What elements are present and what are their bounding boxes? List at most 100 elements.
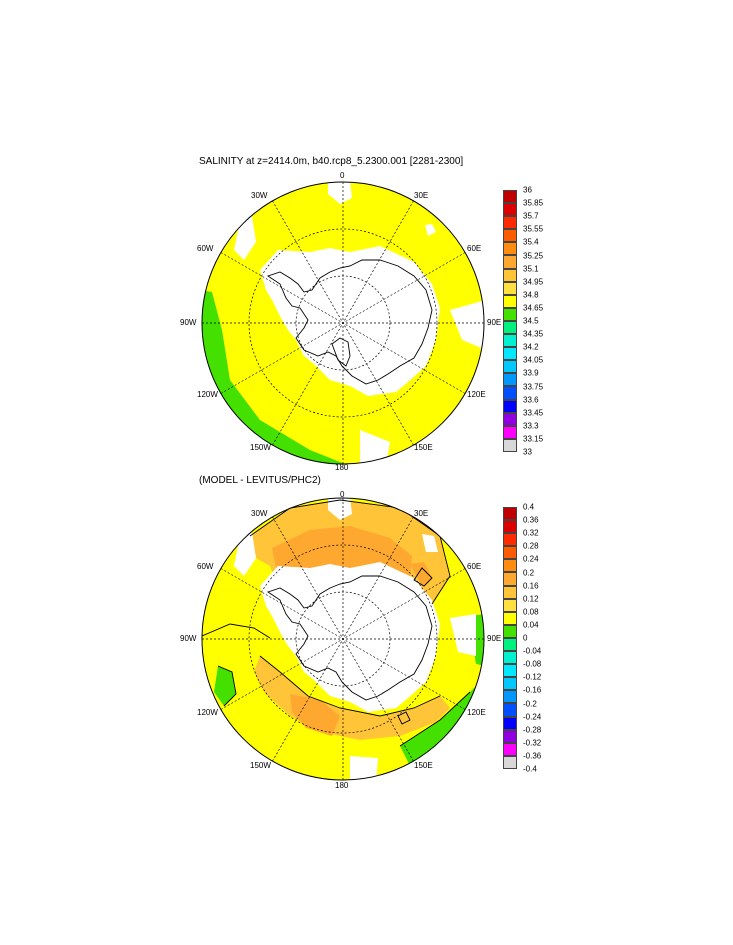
panel2-map <box>201 497 485 781</box>
coastline <box>266 575 433 701</box>
colorbar-tick-label: 0.16 <box>523 581 539 591</box>
colorbar-swatch <box>503 203 517 217</box>
colorbar-swatch <box>503 425 517 439</box>
colorbar-tick-label: -0.36 <box>523 751 542 761</box>
panel1-map <box>201 181 485 465</box>
colorbar-tick-label: 0.12 <box>523 594 539 604</box>
panel1-title: SALINITY at z=2414.0m, b40.rcp8_5.2300.0… <box>199 156 464 167</box>
lon-label-90w: 90W <box>180 318 197 327</box>
colorbar-swatch <box>503 690 517 704</box>
colorbar-swatch <box>503 412 517 426</box>
colorbar-tick-label: -0.32 <box>523 738 542 748</box>
lon-label-60w: 60W <box>197 244 214 253</box>
colorbar-swatch <box>503 347 517 361</box>
colorbar-tick-label: -0.28 <box>523 725 542 735</box>
lon-label-90e: 90E <box>487 634 502 643</box>
colorbar-tick-label: 34.05 <box>523 355 544 365</box>
lon-label-60e: 60E <box>467 244 482 253</box>
colorbar-tick-label: -0.12 <box>523 672 542 682</box>
panel2-colorbar <box>503 507 517 769</box>
colorbar-tick-label: 34.65 <box>523 303 544 313</box>
colorbar-swatch <box>503 729 517 743</box>
colorbar-tick-label: 0.4 <box>523 502 535 512</box>
lon-label-30e: 30E <box>414 509 429 518</box>
colorbar-tick-label: 35.7 <box>523 211 539 221</box>
colorbar-tick-label: 33.75 <box>523 382 544 391</box>
lon-label-30w: 30W <box>251 191 268 200</box>
colorbar-tick-label: 0.08 <box>523 607 539 617</box>
lon-label-180: 180 <box>335 463 349 472</box>
colorbar-swatch <box>503 755 517 769</box>
colorbar-tick-label: -0.2 <box>523 699 537 708</box>
colorbar-swatch <box>503 360 517 374</box>
colorbar-swatch <box>503 533 517 547</box>
colorbar-tick-label: 33.15 <box>523 434 544 444</box>
colorbar-swatch <box>503 520 517 534</box>
panel1-colorbar <box>503 190 517 452</box>
lon-label-60w: 60W <box>197 562 214 571</box>
colorbar-swatch <box>503 611 517 625</box>
lon-label-0: 0 <box>340 490 345 499</box>
colorbar-swatch <box>503 190 517 204</box>
colorbar-swatch <box>503 624 517 638</box>
colorbar-tick-label: 35.4 <box>523 237 539 247</box>
colorbar-swatch <box>503 242 517 256</box>
lon-label-30w: 30W <box>251 509 268 518</box>
lon-label-0: 0 <box>340 171 345 180</box>
colorbar-swatch <box>503 585 517 599</box>
lon-label-150e: 150E <box>414 761 433 770</box>
colorbar-tick-label: 33.3 <box>523 421 539 431</box>
lon-label-120w: 120W <box>197 708 218 717</box>
colorbar-tick-label: 34.2 <box>523 342 539 352</box>
colorbar-tick-label: -0.04 <box>523 646 542 656</box>
colorbar-swatch <box>503 399 517 413</box>
colorbar-tick-label: 0.24 <box>523 554 539 564</box>
colorbar-tick-label: 34.35 <box>523 329 544 339</box>
colorbar-tick-label: 0.04 <box>523 620 539 630</box>
colorbar-swatch <box>503 677 517 691</box>
colorbar-swatch <box>503 716 517 730</box>
colorbar-tick-label: 35.25 <box>523 251 544 260</box>
lon-label-180: 180 <box>335 781 349 790</box>
colorbar-tick-label: 34.95 <box>523 277 544 287</box>
colorbar-tick-label: 36 <box>523 185 532 195</box>
colorbar-tick-label: 34.8 <box>523 290 539 300</box>
colorbar-swatch <box>503 438 517 452</box>
colorbar-swatch <box>503 507 517 521</box>
colorbar-tick-label: 33 <box>523 447 532 457</box>
colorbar-tick-label: -0.4 <box>523 764 537 774</box>
colorbar-tick-label: 0.32 <box>523 528 539 538</box>
colorbar-swatch <box>503 229 517 243</box>
colorbar-swatch <box>503 637 517 652</box>
colorbar-swatch <box>503 559 517 573</box>
colorbar-swatch <box>503 598 517 612</box>
lon-label-150e: 150E <box>414 443 433 452</box>
colorbar-tick-label: 0.36 <box>523 515 539 525</box>
colorbar-swatch <box>503 651 517 665</box>
map-boundary <box>201 181 485 465</box>
coastline <box>266 259 433 385</box>
lon-label-120e: 120E <box>467 390 486 399</box>
colorbar-swatch <box>503 742 517 756</box>
panel2-title: (MODEL - LEVITUS/PHC2) <box>199 475 321 486</box>
colorbar-swatch <box>503 546 517 560</box>
antarctica-land <box>260 246 440 396</box>
lon-label-150w: 150W <box>250 761 271 770</box>
colorbar-swatch <box>503 664 517 678</box>
colorbar-tick-label: -0.16 <box>523 685 542 695</box>
colorbar-tick-label: 0 <box>523 633 528 643</box>
negative-anomaly-region <box>214 666 236 706</box>
colorbar-tick-label: 0.2 <box>523 568 535 577</box>
antarctica-land <box>260 562 440 712</box>
map-boundary <box>201 497 485 781</box>
lon-label-30e: 30E <box>414 191 429 200</box>
colorbar-swatch <box>503 281 517 295</box>
colorbar-tick-label: 34.5 <box>523 316 539 326</box>
colorbar-swatch <box>503 386 517 400</box>
colorbar-tick-label: 35.55 <box>523 224 544 234</box>
colorbar-tick-label: 33.6 <box>523 395 539 405</box>
colorbar-swatch <box>503 373 517 387</box>
lon-label-120e: 120E <box>467 708 486 717</box>
colorbar-tick-label: 35.1 <box>523 264 539 274</box>
colorbar-tick-label: 35.85 <box>523 198 544 208</box>
